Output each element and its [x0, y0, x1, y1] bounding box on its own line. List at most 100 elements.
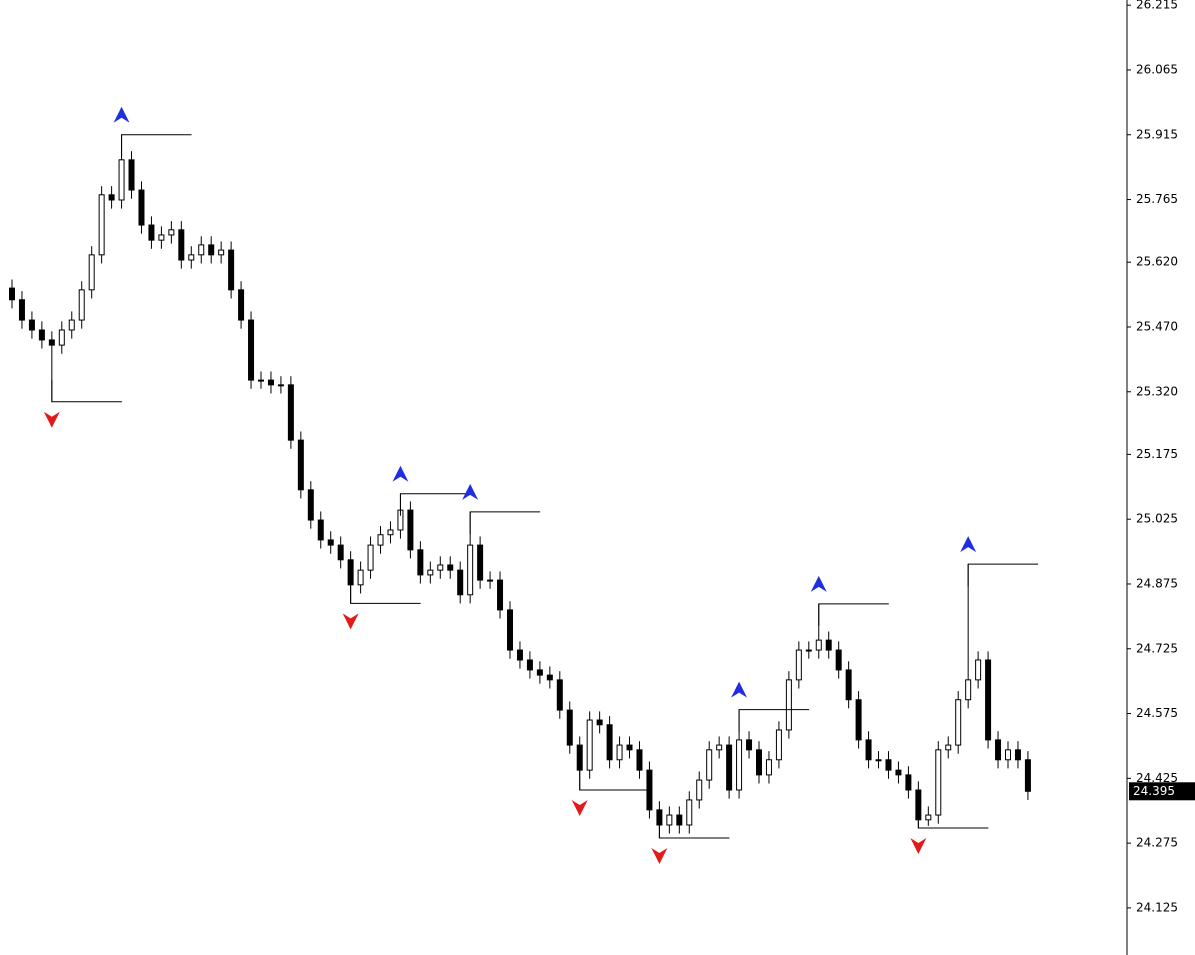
candle-body [228, 249, 235, 291]
candle-body [178, 229, 185, 261]
peak-arrow [113, 106, 130, 123]
candle-body [9, 287, 15, 301]
candle-body [347, 559, 354, 586]
candle-body [975, 659, 982, 681]
candle-body [885, 759, 892, 771]
y-tick-label: 24.275 [1136, 836, 1178, 850]
candle-body [865, 739, 872, 761]
trough-level [350, 581, 421, 604]
candle-body [536, 669, 543, 676]
candle-body [78, 289, 85, 321]
y-tick-label: 25.915 [1136, 127, 1178, 141]
candle-body [48, 339, 55, 346]
candle-body [277, 384, 284, 387]
y-tick-label: 24.575 [1136, 706, 1178, 720]
candle-body [128, 159, 135, 191]
candle-body [307, 489, 314, 521]
candle-body [835, 649, 842, 671]
trough-arrow [910, 838, 927, 855]
candle-body [327, 539, 334, 546]
candle-body [317, 519, 324, 541]
y-tick-label: 25.025 [1136, 512, 1178, 526]
trough-arrow [571, 800, 588, 817]
y-tick-label: 24.425 [1136, 771, 1178, 785]
candle-body [487, 579, 494, 582]
candle-body [606, 724, 613, 761]
candle-body [875, 759, 882, 762]
y-tick-label: 25.320 [1136, 384, 1178, 398]
candle-body [995, 739, 1002, 761]
candle-body [516, 649, 523, 661]
y-tick-label: 24.725 [1136, 641, 1178, 655]
candle-body [38, 329, 45, 341]
candle-body [1014, 749, 1021, 761]
y-tick-label: 26.065 [1136, 62, 1178, 76]
candle-body [407, 509, 414, 551]
candle-body [905, 774, 912, 791]
peak-level [818, 603, 889, 626]
y-tick-label: 24.125 [1136, 900, 1178, 914]
candle-body [387, 529, 394, 536]
y-tick-label: 25.765 [1136, 192, 1178, 206]
candle-body [965, 679, 972, 701]
candle-body [118, 159, 125, 201]
candle-body [1005, 749, 1011, 761]
candle-body [935, 749, 942, 816]
candle-body [98, 194, 105, 256]
candle-body [337, 544, 344, 561]
candle-body [756, 749, 762, 776]
candle-body [158, 234, 165, 241]
trough-level [51, 379, 122, 403]
candle-body [467, 544, 474, 596]
candle-body [616, 744, 623, 761]
peak-level [469, 511, 541, 534]
candle-body [586, 719, 593, 771]
candle-body [855, 699, 862, 741]
candle-body [765, 759, 772, 776]
candle-body [526, 659, 533, 671]
candle-body [686, 799, 693, 826]
y-tick-label: 25.175 [1136, 447, 1178, 461]
candle-body [845, 669, 852, 701]
peak-level [121, 134, 192, 157]
candle-body [367, 544, 374, 571]
candle-body [248, 319, 255, 381]
candle-body [726, 744, 733, 791]
price-label: 24.395 [1133, 784, 1175, 798]
candle-body [1024, 759, 1031, 792]
peak-arrow [392, 465, 409, 482]
candle-body [895, 769, 902, 776]
candle-body [497, 579, 504, 611]
candle-body [716, 744, 723, 751]
candle-body [28, 319, 35, 331]
peak-level [967, 563, 1039, 587]
candle-body [427, 569, 434, 576]
trough-arrow [43, 411, 60, 428]
candle-body [985, 659, 992, 741]
candle-body [18, 299, 25, 321]
candle-body [596, 719, 603, 726]
trough-level [917, 806, 989, 829]
peak-arrow [810, 575, 827, 592]
candle-body [576, 744, 583, 771]
y-tick-label: 25.470 [1136, 319, 1178, 333]
candle-body [626, 744, 633, 751]
y-tick-label: 25.620 [1136, 255, 1178, 269]
candle-body [58, 329, 65, 346]
peak-level [399, 493, 471, 516]
candle-body [696, 779, 703, 801]
candle-body [775, 729, 782, 761]
candle-body [377, 534, 384, 546]
candle-body [746, 739, 753, 751]
candle-body [556, 679, 563, 711]
candle-body [138, 189, 145, 226]
y-tick-label: 24.875 [1136, 576, 1178, 590]
candle-body [447, 564, 454, 571]
candle-body [68, 319, 75, 331]
candle-body [148, 224, 155, 241]
candle-body [706, 749, 713, 781]
candle-body [168, 229, 175, 236]
candle-body [676, 814, 683, 826]
candle-body [805, 649, 812, 652]
